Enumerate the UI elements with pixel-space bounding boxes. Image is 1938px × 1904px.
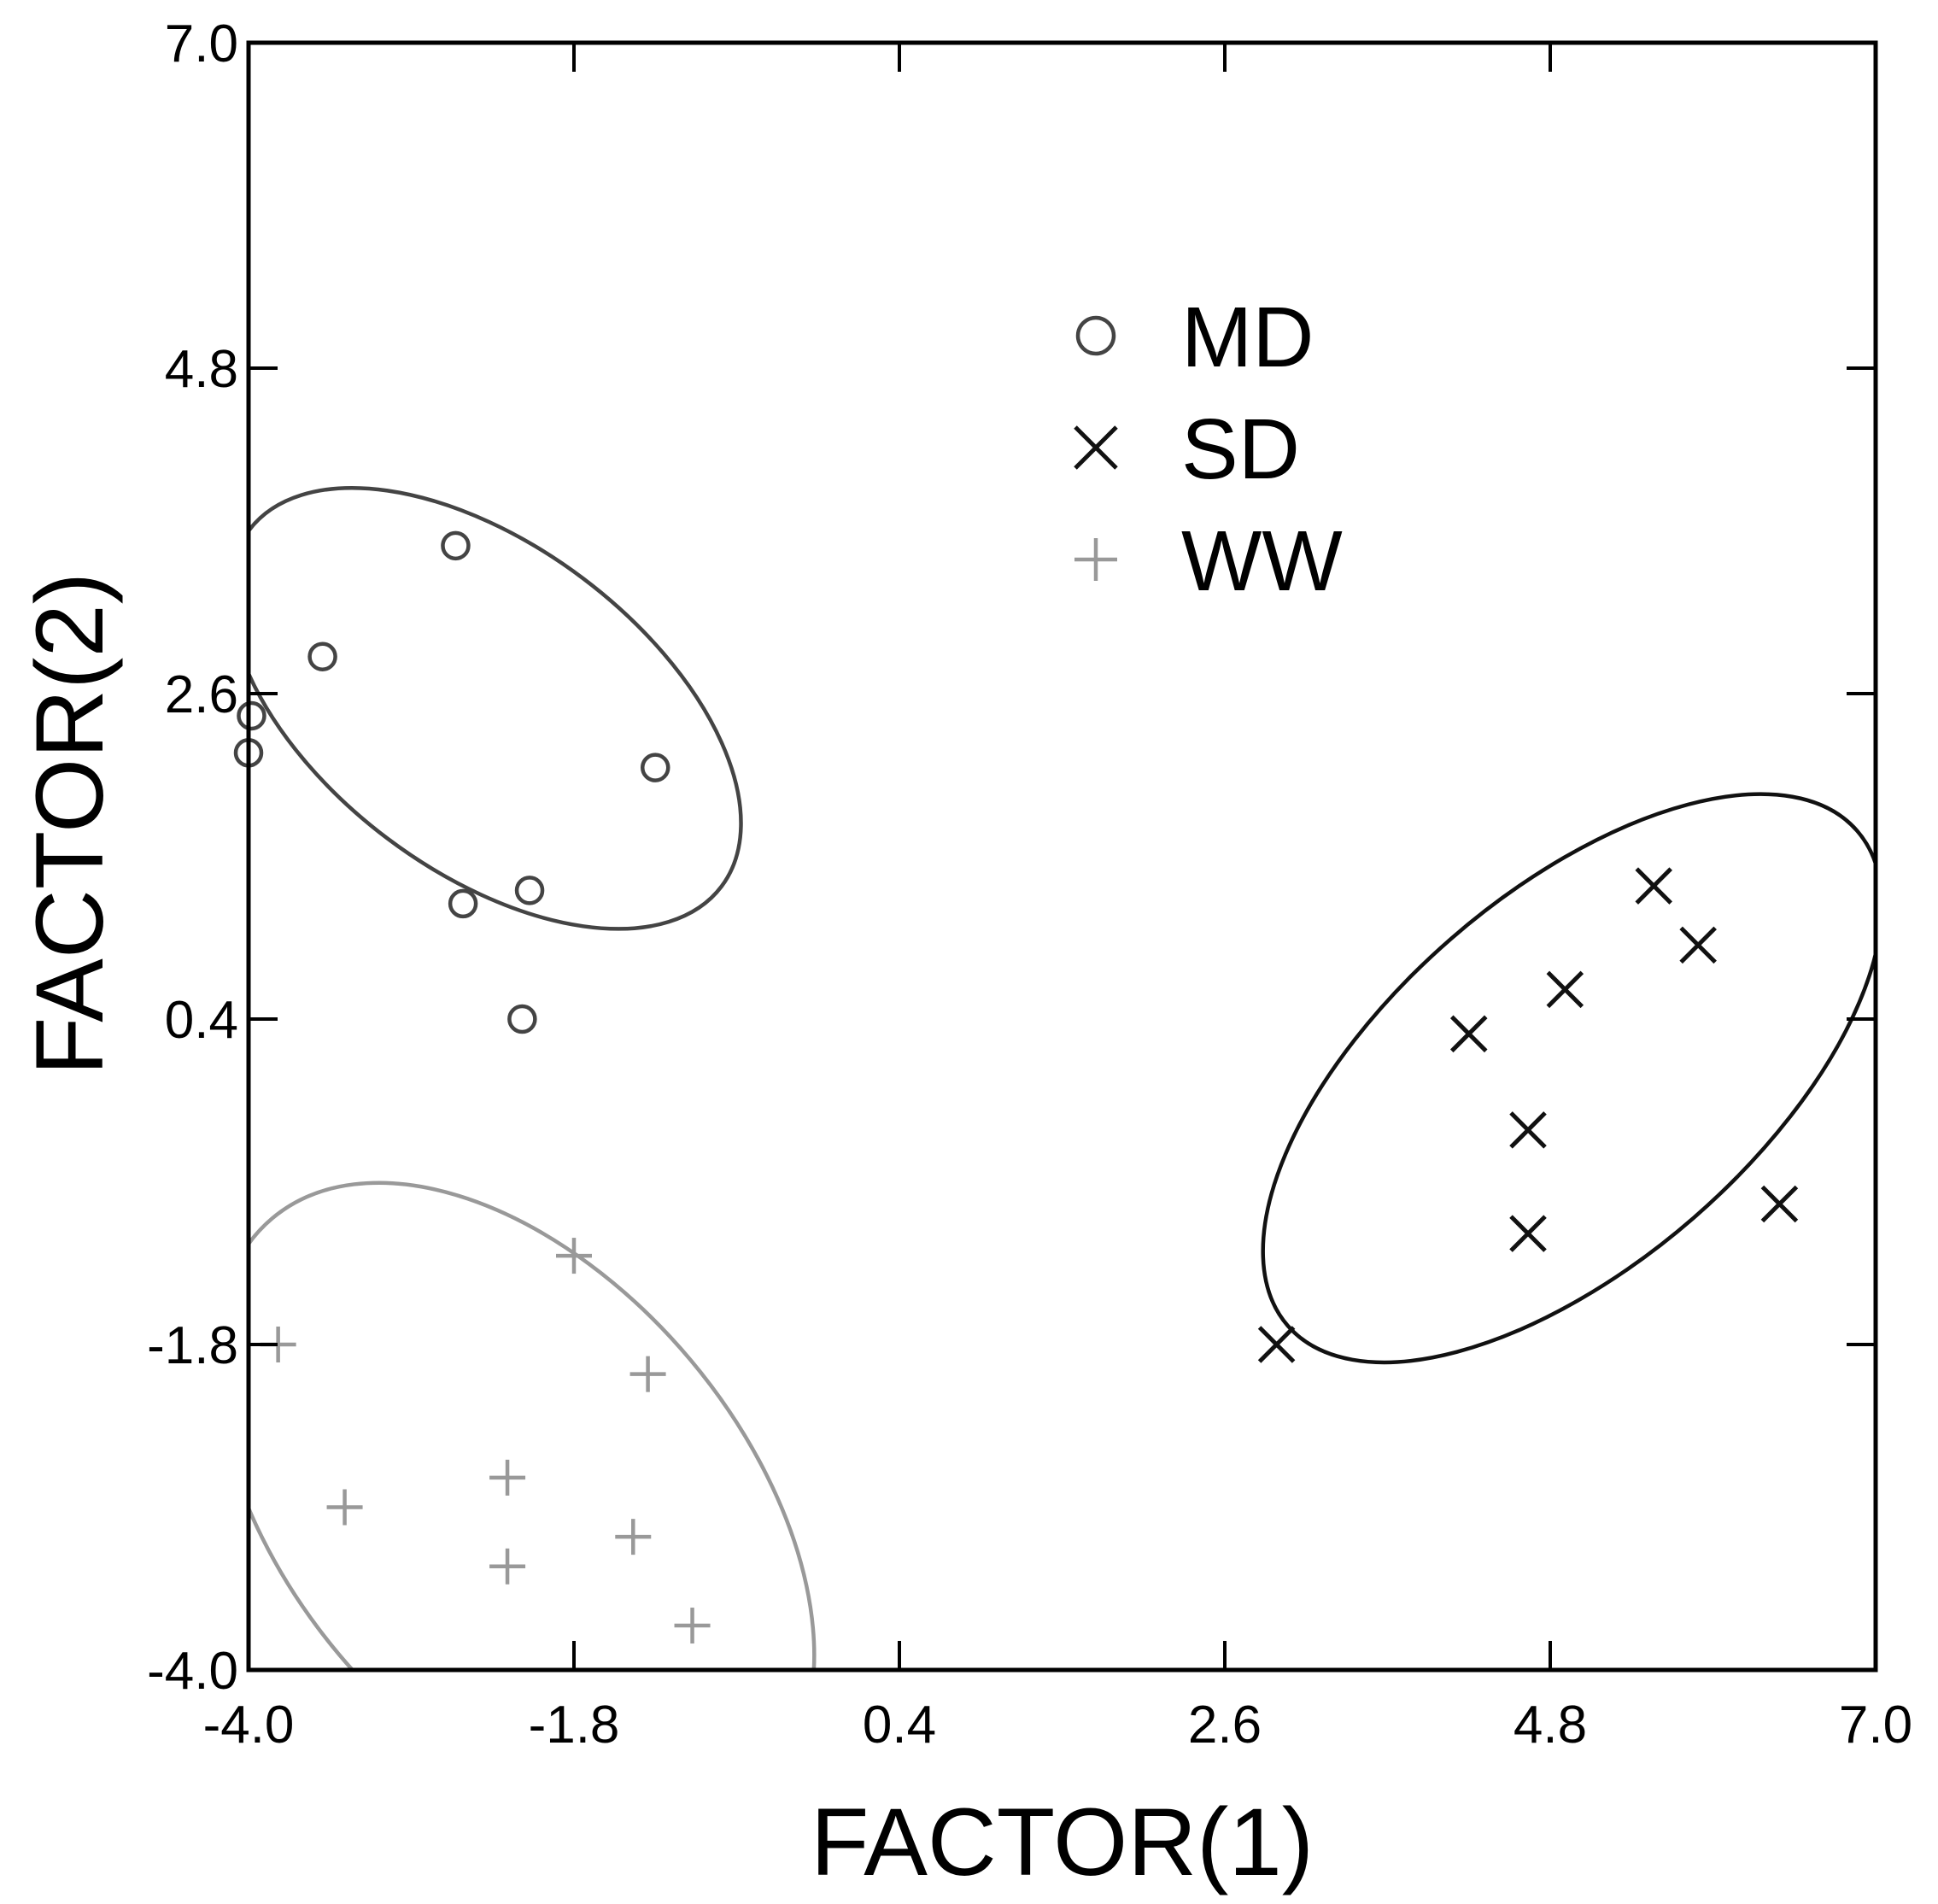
x-tick-label: -1.8: [529, 1696, 620, 1755]
y-tick-label: 4.8: [165, 340, 238, 399]
y-tick-label: -4.0: [147, 1642, 238, 1701]
point-ww: [489, 1459, 526, 1496]
ellipse-sd: [1261, 792, 1876, 1365]
point-ww: [556, 1238, 592, 1274]
ellipse-md: [249, 486, 743, 931]
y-tick-label: 7.0: [165, 15, 238, 73]
point-md: [448, 888, 478, 919]
point-ww: [326, 1489, 363, 1526]
data-points: [233, 530, 1799, 1644]
point-sd: [1509, 1111, 1547, 1149]
legend-label-md: MD: [1181, 290, 1314, 385]
point-sd: [1635, 867, 1672, 905]
point-sd: [1449, 1015, 1488, 1053]
point-md: [237, 700, 266, 731]
x-axis-title: FACTOR(1): [811, 1789, 1314, 1895]
legend-marker-md: [1075, 315, 1116, 356]
legend-marker-sd: [1074, 425, 1118, 470]
point-ww: [674, 1608, 711, 1644]
point-sd: [1257, 1326, 1296, 1363]
y-tick-label: 0.4: [165, 991, 238, 1050]
point-sd: [1679, 926, 1717, 964]
point-md: [507, 1004, 537, 1034]
point-md: [307, 642, 337, 671]
point-ww: [629, 1356, 666, 1392]
confidence-ellipses: [249, 486, 1876, 1670]
point-ww: [615, 1519, 652, 1555]
y-axis-title: FACTOR(2): [16, 572, 123, 1075]
legend-marker-ww: [1074, 538, 1117, 581]
point-md: [441, 530, 471, 561]
y-tick-label: -1.8: [147, 1316, 238, 1375]
ellipse-ww: [249, 1180, 817, 1670]
legend-label-ww: WW: [1181, 513, 1343, 609]
x-tick-label: 2.6: [1188, 1696, 1262, 1755]
point-sd: [1760, 1185, 1799, 1223]
x-tick-label: 4.8: [1514, 1696, 1587, 1755]
plot-frame: [246, 40, 1878, 1673]
x-tick-label: -4.0: [203, 1696, 295, 1755]
point-sd: [1509, 1215, 1547, 1252]
axis-ticks: -4.0 -1.8 0.4 2.6 4.8 7.0 -4.0 -1.8 0.4 2.6 4.8 7.0: [147, 15, 1912, 1755]
point-sd: [1546, 970, 1584, 1009]
point-md: [641, 753, 670, 782]
y-tick-label: 2.6: [165, 665, 238, 724]
point-ww: [489, 1548, 526, 1585]
legend: MD SD WW: [1074, 290, 1343, 609]
point-md: [514, 876, 545, 905]
legend-label-sd: SD: [1181, 401, 1300, 497]
x-tick-label: 0.4: [863, 1696, 936, 1755]
x-tick-label: 7.0: [1839, 1696, 1912, 1755]
